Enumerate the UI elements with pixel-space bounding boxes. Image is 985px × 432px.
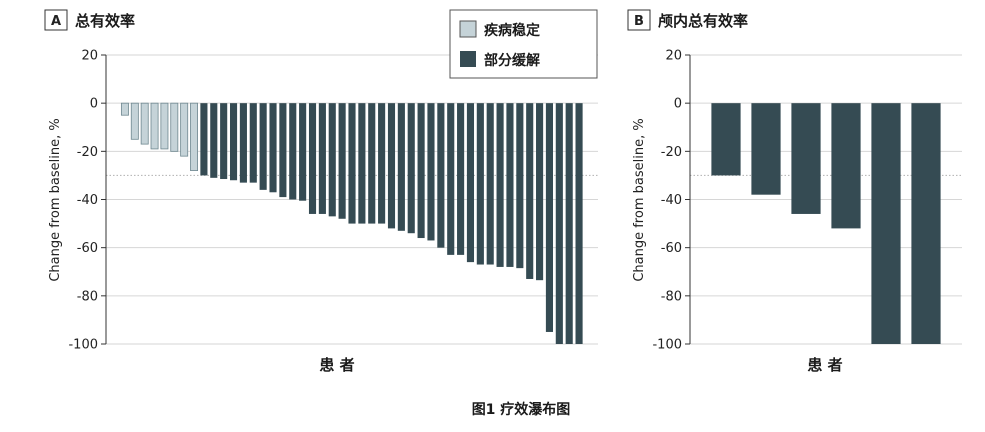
bar-partial-response [348, 103, 356, 224]
bar-stable-disease [140, 102, 149, 145]
panel-a-label: A [51, 14, 61, 29]
bar-partial-response [545, 103, 553, 332]
y-tick-label: 20 [665, 49, 682, 64]
bar-partial-response [526, 103, 534, 279]
bar-partial-response [427, 103, 435, 241]
bar-partial-response [516, 103, 524, 269]
bar-partial-response [259, 103, 267, 190]
bar-partial-response [871, 103, 901, 344]
y-tick-label: 20 [81, 49, 98, 64]
bar-partial-response [299, 103, 307, 201]
bar-partial-response [269, 103, 277, 193]
bar-partial-response [555, 103, 563, 344]
bar-partial-response [328, 103, 336, 217]
bar-partial-response [239, 103, 247, 183]
panel-b-label: B [634, 14, 644, 29]
y-tick-label: 0 [90, 97, 98, 112]
y-tick-label: 0 [674, 97, 682, 112]
bar-partial-response [397, 103, 405, 231]
bar-partial-response [711, 103, 741, 176]
legend-label-partial: 部分缓解 [484, 52, 540, 69]
bar-partial-response [791, 103, 821, 214]
bar-stable-disease [150, 102, 159, 150]
bar-partial-response [338, 103, 346, 219]
bar-partial-response [210, 103, 218, 178]
bar-partial-response [308, 103, 317, 214]
legend-swatch-stable [459, 20, 477, 38]
legend: 疾病稳定 部分缓解 [449, 9, 598, 79]
y-tick-label: -80 [77, 289, 98, 304]
panel-a-y-axis-label: Change from baseline, % [48, 118, 63, 281]
panel-b-y-ticks: 20 0 -20 -40 -60 -80 -100 [652, 49, 690, 353]
panel-a-bars [120, 102, 583, 344]
panel-b: B 颅内总有效率 20 0 -20 -40 -60 -80 -100 Change from… [627, 9, 962, 374]
bar-partial-response [536, 103, 544, 281]
bar-partial-response [378, 103, 386, 224]
panel-a: A 总有效率 20 0 -20 -40 -60 -80 -100 Change from b… [44, 9, 598, 374]
bar-stable-disease [120, 102, 129, 116]
bar-stable-disease [130, 102, 139, 140]
bar-partial-response [387, 103, 396, 229]
bar-partial-response [457, 103, 465, 255]
bar-stable-disease [180, 102, 189, 157]
legend-label-stable: 疾病稳定 [484, 22, 540, 39]
y-tick-label: -40 [77, 193, 98, 208]
panel-b-x-axis-label: 患 者 [807, 356, 842, 374]
bar-partial-response [447, 103, 455, 255]
panel-a-y-ticks: 20 0 -20 -40 -60 -80 -100 [68, 49, 106, 353]
bar-partial-response [368, 103, 376, 224]
y-tick-label: -80 [661, 289, 682, 304]
bar-partial-response [466, 103, 475, 263]
figure-caption: 图1 疗效瀑布图 [472, 401, 571, 418]
panel-b-title: 颅内总有效率 [658, 12, 748, 30]
panel-a-title: 总有效率 [75, 12, 135, 30]
y-tick-label: -40 [661, 193, 682, 208]
y-tick-label: -60 [661, 241, 682, 256]
bar-partial-response [279, 103, 287, 198]
bar-partial-response [249, 103, 257, 183]
bar-partial-response [407, 103, 415, 234]
y-tick-label: -100 [652, 338, 682, 353]
bar-partial-response [506, 103, 514, 267]
bar-partial-response [476, 103, 484, 265]
y-tick-label: -100 [68, 338, 98, 353]
panel-b-y-axis-label: Change from baseline, % [632, 118, 647, 281]
bar-partial-response [565, 103, 573, 344]
bar-stable-disease [190, 102, 199, 171]
bar-stable-disease [170, 102, 179, 152]
panel-b-badge [627, 9, 651, 31]
bar-partial-response [911, 103, 941, 344]
bar-partial-response [831, 103, 861, 229]
bar-partial-response [220, 103, 228, 180]
legend-swatch-partial [460, 51, 476, 67]
bar-partial-response [417, 103, 425, 239]
panel-a-badge [44, 9, 68, 31]
bar-partial-response [575, 103, 583, 344]
bar-partial-response [486, 103, 494, 265]
bar-partial-response [496, 103, 504, 267]
panel-b-bars [711, 103, 941, 344]
y-tick-label: -60 [77, 241, 98, 256]
y-tick-label: -20 [77, 145, 98, 160]
bar-partial-response [751, 103, 781, 195]
bar-partial-response [229, 103, 238, 181]
bar-partial-response [318, 103, 326, 214]
bar-partial-response [289, 103, 297, 200]
y-tick-label: -20 [661, 145, 682, 160]
bar-partial-response [200, 103, 208, 176]
bar-partial-response [358, 103, 366, 224]
bar-partial-response [437, 103, 445, 248]
bar-stable-disease [160, 102, 169, 150]
panel-a-x-axis-label: 患 者 [319, 356, 354, 374]
